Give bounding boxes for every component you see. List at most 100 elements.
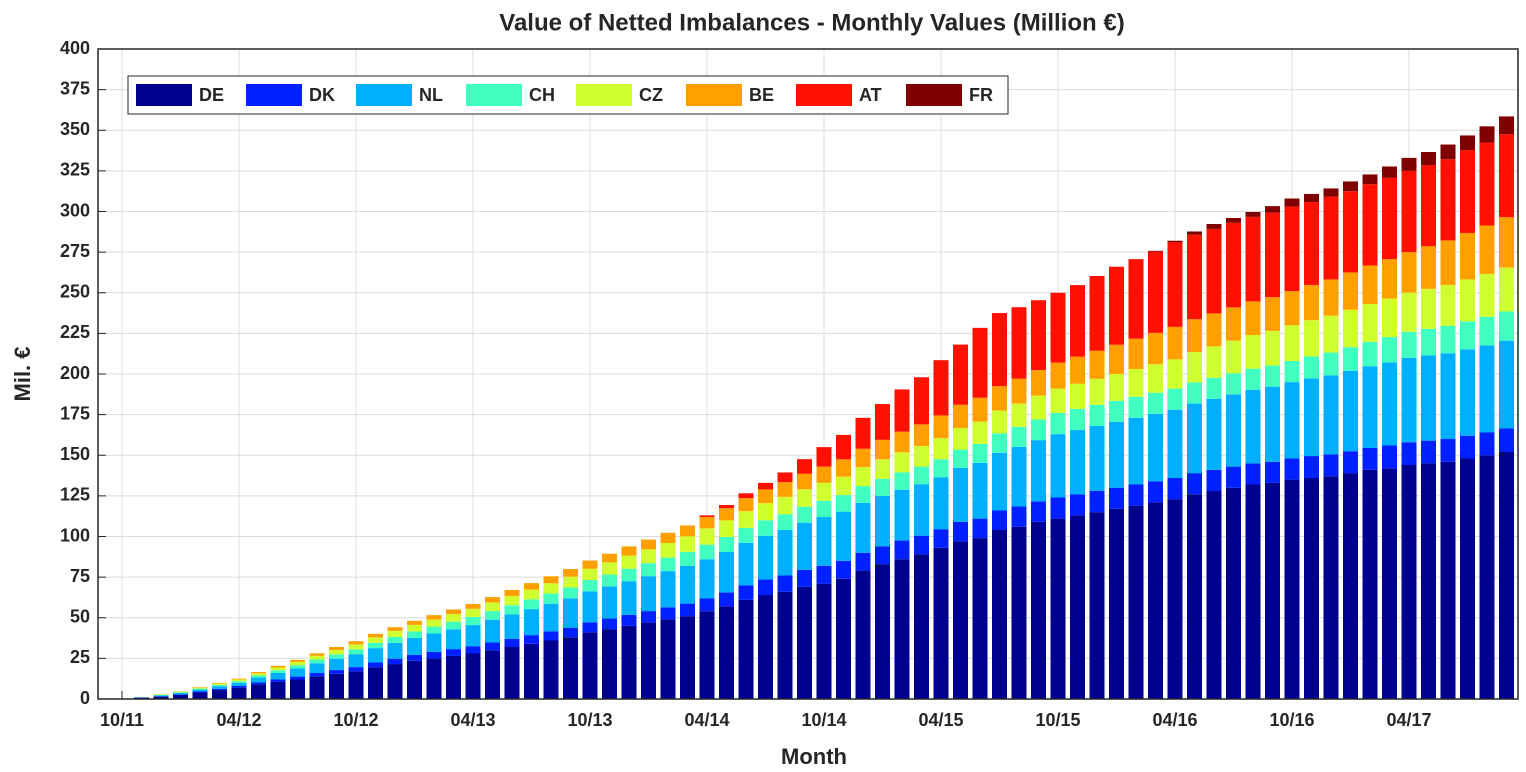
bar-segment (992, 410, 1007, 434)
bar-segment (231, 679, 247, 682)
y-tick-label: 100 (60, 525, 90, 545)
bar-segment (1245, 211, 1261, 217)
bar-segment (660, 619, 676, 699)
bar-segment (1187, 473, 1202, 495)
bar-segment (251, 677, 266, 683)
bar-segment (1382, 298, 1397, 338)
bar-segment (1421, 165, 1436, 247)
bar-segment (992, 452, 1007, 511)
bar-segment (777, 482, 793, 497)
bar-segment (465, 653, 481, 699)
bar-segment (1304, 456, 1319, 478)
bar-segment (465, 616, 481, 626)
bar-segment (1304, 320, 1319, 357)
bar-segment (1343, 181, 1358, 192)
bar-segment (738, 585, 754, 600)
bar-segment (504, 614, 520, 639)
bar-segment (894, 452, 910, 473)
bar-segment (1031, 440, 1046, 502)
bar-segment (1206, 313, 1222, 347)
x-tick-label: 10/13 (567, 710, 612, 730)
bar-segment (1148, 481, 1163, 503)
bar-segment (1362, 184, 1378, 266)
y-tick-label: 0 (80, 688, 90, 708)
y-tick-label: 50 (70, 607, 90, 627)
bar-segment (953, 344, 968, 405)
bar-segment (602, 586, 617, 619)
legend-swatch (246, 84, 302, 106)
bar-segment (1382, 259, 1397, 299)
bar-segment (680, 525, 695, 537)
x-tick-label: 04/15 (918, 710, 963, 730)
bar-segment (972, 443, 988, 463)
bar-segment (1089, 378, 1105, 405)
bar-segment (1050, 497, 1066, 519)
bar-segment (309, 655, 325, 660)
bar-segment (1401, 252, 1417, 293)
bar-segment (660, 543, 676, 558)
bar-segment (875, 546, 890, 565)
bar-segment (1323, 196, 1339, 280)
bar-segment (894, 389, 910, 432)
bar-segment (153, 696, 169, 699)
bar-segment (1421, 288, 1436, 329)
bar-segment (855, 417, 871, 449)
bar-segment (1089, 512, 1105, 699)
bar-segment (270, 670, 286, 673)
bar-segment (1011, 526, 1027, 699)
bar-segment (1128, 396, 1144, 418)
bar-segment (212, 684, 227, 687)
y-tick-label: 150 (60, 444, 90, 464)
bar-segment (1499, 452, 1514, 699)
bar-segment (387, 664, 403, 699)
bar-segment (1401, 357, 1417, 443)
bar-segment (1382, 468, 1397, 699)
bar-segment (1284, 361, 1300, 383)
bar-segment (290, 679, 305, 699)
bar-segment (1382, 445, 1397, 469)
bar-segment (1323, 315, 1339, 353)
bar-segment (1031, 395, 1046, 420)
bar-segment (582, 632, 598, 699)
bar-segment (855, 570, 871, 699)
bar-segment (1440, 353, 1456, 439)
bar-segment (270, 667, 286, 671)
bar-segment (1245, 216, 1261, 302)
bar-segment (1206, 377, 1222, 399)
bar-segment (1148, 413, 1163, 482)
bar-segment (1304, 478, 1319, 699)
bar-segment (1031, 521, 1046, 699)
bar-segment (1089, 276, 1105, 351)
bar-segment (192, 688, 208, 690)
bar-segment (485, 642, 500, 651)
bar-segment (1440, 461, 1456, 699)
x-tick-label: 10/12 (333, 710, 378, 730)
bar-segment (1187, 231, 1202, 235)
bar-segment (602, 562, 617, 575)
bar-segment (797, 586, 812, 699)
bar-segment (972, 462, 988, 519)
bar-segment (485, 597, 500, 603)
bar-segment (1148, 502, 1163, 699)
bar-segment (1070, 356, 1085, 384)
bar-segment (855, 552, 871, 571)
bar-segment (1265, 212, 1280, 298)
bar-segment (329, 647, 344, 650)
bar-segment (621, 614, 637, 626)
bar-segment (602, 553, 617, 563)
bar-segment (719, 536, 734, 552)
bar-segment (777, 472, 793, 483)
bar-segment (1011, 403, 1027, 427)
bar-segment (914, 484, 929, 536)
bar-segment (407, 660, 422, 699)
bar-segment (1499, 340, 1514, 429)
bar-segment (1148, 250, 1163, 252)
bar-segment (680, 603, 695, 617)
bar-segment (426, 615, 442, 620)
bar-segment (797, 459, 812, 474)
bar-segment (543, 640, 559, 699)
bar-segment (270, 673, 286, 680)
bar-segment (231, 682, 247, 686)
bar-segment (1050, 362, 1066, 389)
x-tick-label: 04/14 (684, 710, 729, 730)
